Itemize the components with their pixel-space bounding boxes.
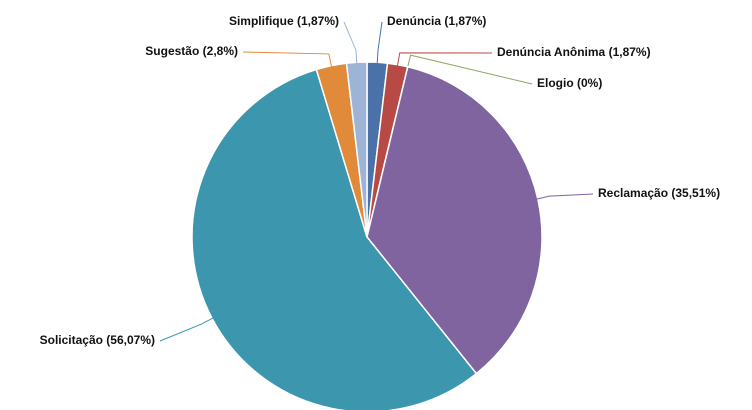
leader-line — [376, 21, 383, 65]
leader-line — [406, 54, 533, 85]
leader-line — [535, 193, 594, 200]
leader-line — [159, 317, 215, 342]
slice-label: Simplifique (1,87%) — [229, 14, 339, 28]
leader-line — [343, 21, 358, 65]
slice-label: Solicitação (56,07%) — [40, 333, 155, 347]
slice-label: Elogio (0%) — [537, 76, 602, 90]
slice-label: Denúncia Anônima (1,87%) — [497, 45, 651, 59]
slice-label: Reclamação (35,51%) — [598, 186, 720, 200]
leader-line — [396, 52, 493, 67]
slice-label: Denúncia (1,87%) — [387, 14, 486, 28]
slice-label: Sugestão (2,8%) — [145, 44, 238, 58]
leader-line — [242, 51, 333, 68]
